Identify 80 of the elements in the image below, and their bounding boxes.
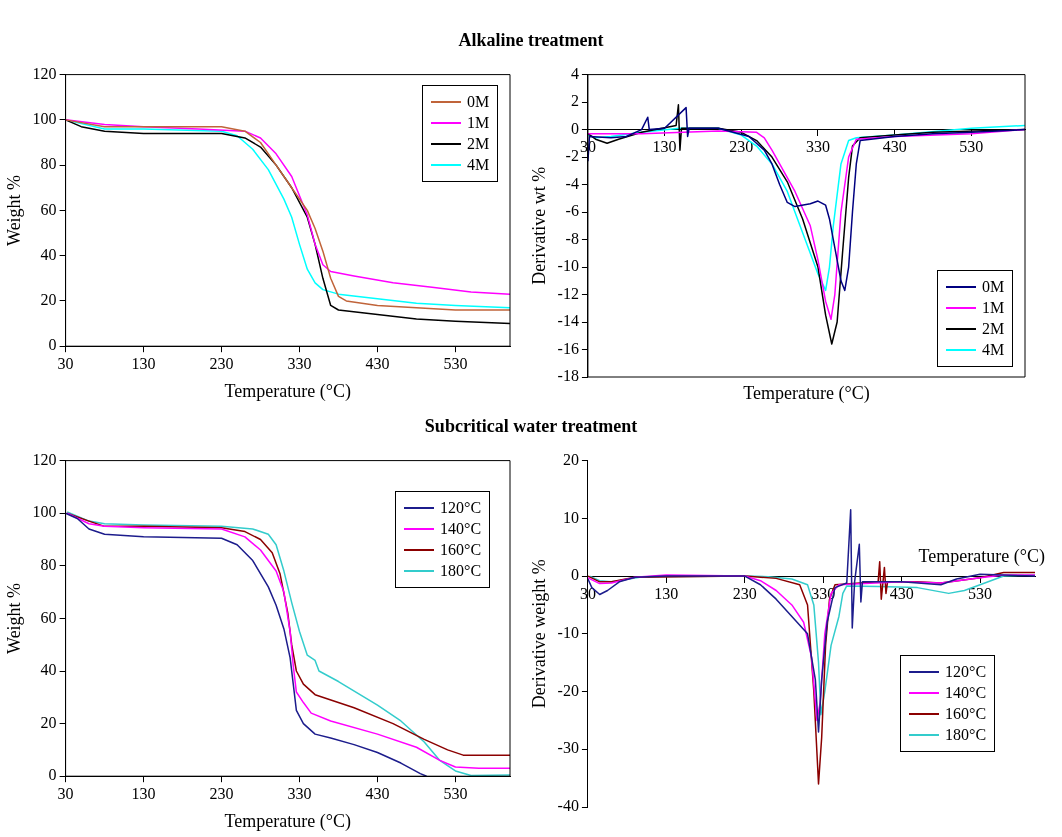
legend-label: 4M [467, 155, 490, 174]
x-tick-label: 30 [57, 785, 74, 802]
y-tick-label: 0 [48, 336, 57, 354]
x-tick-label: 530 [443, 785, 468, 802]
legend-label: 4M [982, 341, 1005, 359]
y-tick-label: -18 [557, 367, 579, 385]
y-tick-label: 100 [32, 503, 57, 521]
x-tick-label: 530 [968, 584, 993, 602]
x-tick-label: 130 [652, 138, 677, 156]
y-tick-label: -14 [557, 312, 579, 330]
y-tick-label: 100 [32, 110, 57, 128]
x-axis-title: Temperature (°C) [224, 810, 351, 832]
y-tick-label: -20 [557, 681, 579, 699]
y-tick-label: 20 [562, 450, 579, 468]
x-tick-label: 130 [654, 584, 679, 602]
y-tick-label: 40 [40, 661, 57, 679]
y-tick-label: -40 [557, 797, 579, 815]
x-axis-title: Temperature (°C) [918, 545, 1045, 567]
y-axis-title: Weight % [3, 174, 24, 246]
y-tick-label: 20 [40, 291, 57, 309]
y-tick-label: 80 [40, 556, 57, 573]
y-tick-label: -16 [557, 339, 579, 357]
legend-label: 180°C [945, 726, 987, 744]
y-tick-label: 10 [562, 508, 579, 526]
y-tick-label: -6 [565, 202, 579, 220]
x-tick-label: 230 [729, 138, 754, 156]
y-axis-title: Weight % [3, 582, 24, 654]
legend-label: 140°C [440, 519, 482, 538]
y-axis-title: Derivative weight % [528, 559, 549, 709]
y-tick-label: -12 [557, 284, 579, 302]
x-tick-label: 430 [889, 584, 914, 602]
legend-label: 2M [467, 134, 490, 153]
legend-label: 1M [982, 299, 1005, 317]
y-tick-label: 0 [570, 119, 579, 137]
y-tick-label: 120 [32, 64, 57, 82]
y-tick-label: -8 [565, 229, 579, 247]
y-tick-label: -10 [557, 624, 579, 641]
x-tick-label: 330 [287, 355, 312, 372]
legend-label: 0M [982, 278, 1005, 296]
y-tick-label: 60 [40, 608, 57, 626]
legend-label: 120°C [440, 498, 482, 517]
y-tick-label: 120 [32, 450, 57, 468]
legend-label: 0M [467, 92, 490, 111]
y-tick-label: 4 [570, 64, 579, 82]
y-tick-label: -2 [565, 147, 579, 165]
y-tick-label: 60 [40, 200, 57, 218]
legend-label: 160°C [945, 705, 987, 723]
y-tick-label: 2 [570, 92, 579, 110]
x-tick-label: 130 [131, 785, 156, 802]
x-tick-label: 130 [131, 355, 156, 372]
legend-label: 180°C [440, 561, 482, 580]
x-axis-title: Temperature (°C) [743, 382, 870, 404]
x-tick-label: 430 [365, 355, 390, 372]
chart-title: Subcritical water treatment [423, 416, 639, 437]
legend-label: 120°C [945, 663, 987, 681]
y-tick-label: 80 [40, 155, 57, 173]
x-tick-label: 330 [805, 138, 830, 156]
x-tick-label: 430 [365, 785, 390, 802]
y-tick-label: -10 [557, 257, 579, 275]
y-tick-label: 40 [40, 245, 57, 263]
y-tick-label: -30 [557, 739, 579, 757]
y-tick-label: 0 [48, 766, 57, 784]
x-tick-label: 530 [443, 355, 468, 372]
x-tick-label: 230 [732, 584, 757, 602]
legend-label: 140°C [945, 684, 987, 702]
y-tick-label: 0 [570, 566, 579, 584]
chart-title: Alkaline treatment [457, 30, 605, 51]
x-tick-label: 530 [959, 138, 984, 156]
x-axis-title: Temperature (°C) [224, 380, 351, 402]
legend-label: 1M [467, 113, 490, 132]
y-tick-label: 20 [40, 713, 57, 731]
x-tick-label: 330 [287, 785, 312, 802]
x-tick-label: 230 [209, 785, 234, 802]
x-tick-label: 430 [882, 138, 907, 156]
x-tick-label: 230 [209, 355, 234, 372]
x-tick-label: 30 [57, 355, 74, 372]
legend-label: 160°C [440, 540, 482, 559]
y-axis-title: Derivative wt % [528, 166, 549, 285]
y-tick-label: -4 [565, 174, 579, 192]
legend-label: 2M [982, 320, 1005, 338]
